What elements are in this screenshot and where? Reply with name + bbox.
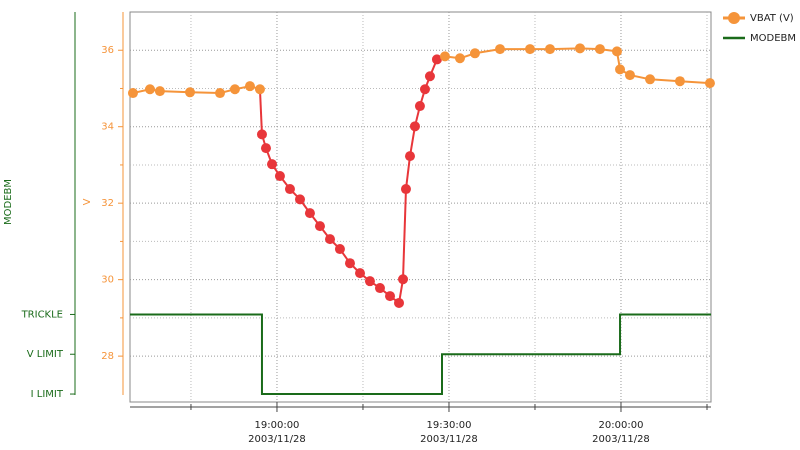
marker [439, 51, 450, 62]
y2-tick-label: V LIMIT [27, 349, 64, 360]
y-tick-label: 30 [101, 275, 114, 286]
marker [574, 43, 585, 54]
marker [304, 208, 315, 219]
step-line [130, 313, 711, 396]
marker [544, 44, 555, 55]
marker [393, 297, 404, 308]
marker [185, 87, 196, 98]
marker [274, 171, 285, 182]
line-segment [404, 156, 411, 190]
marker [254, 84, 265, 95]
marker [615, 64, 626, 75]
marker [400, 184, 411, 195]
y2-tick-label: I LIMIT [31, 389, 64, 400]
line-segment [189, 91, 221, 95]
marker [469, 48, 480, 59]
line-segment [409, 126, 416, 157]
legend-label: MODEBM [750, 33, 796, 44]
marker [284, 184, 295, 195]
x-tick-label: 20:00:00 [599, 420, 644, 431]
marker [704, 78, 715, 89]
x-tick-label: 2003/11/28 [420, 434, 478, 445]
marker [385, 291, 396, 302]
marker [154, 86, 165, 97]
marker [325, 234, 336, 245]
marker [611, 46, 622, 57]
marker [525, 44, 536, 55]
x-tick-label: 19:30:00 [427, 420, 472, 431]
x-tick-label: 2003/11/28 [248, 434, 306, 445]
marker [267, 159, 278, 170]
y-tick-label: 34 [101, 122, 114, 133]
line-segment [159, 90, 191, 94]
marker [344, 258, 355, 269]
marker [355, 268, 366, 279]
plot-area [129, 11, 712, 403]
marker [256, 129, 267, 140]
marker [127, 88, 138, 99]
marker [454, 53, 465, 64]
marker [364, 276, 375, 287]
marker [624, 70, 635, 81]
marker [144, 84, 155, 95]
line-segment [402, 188, 407, 280]
marker [404, 151, 415, 162]
y-tick-label: 36 [101, 45, 114, 56]
marker [495, 44, 506, 55]
marker [229, 84, 240, 95]
marker [674, 76, 685, 87]
y-tick-label: 32 [101, 198, 114, 209]
marker [260, 143, 271, 154]
y2-axis-title: MODEBM [3, 179, 14, 225]
marker [594, 44, 605, 55]
marker [314, 221, 325, 232]
y2-tick-label: TRICKLE [21, 309, 63, 320]
marker [398, 274, 409, 285]
x-tick-label: 19:00:00 [255, 420, 300, 431]
marker [645, 74, 656, 85]
marker [419, 84, 430, 95]
marker [334, 244, 345, 255]
line-segment [549, 47, 581, 51]
marker [424, 71, 435, 82]
x-tick-label: 2003/11/28 [592, 434, 650, 445]
y-axis-title: V [82, 198, 93, 205]
marker [374, 283, 385, 294]
line-segment [258, 89, 263, 135]
marker [414, 101, 425, 112]
y-tick-label: 28 [101, 351, 114, 362]
marker [215, 88, 226, 99]
legend-label: VBAT (V) [750, 13, 794, 24]
legend-marker [728, 12, 740, 24]
marker [294, 194, 305, 205]
marker [431, 54, 442, 65]
line-segment [679, 80, 711, 85]
marker [244, 81, 255, 92]
marker [409, 121, 420, 132]
